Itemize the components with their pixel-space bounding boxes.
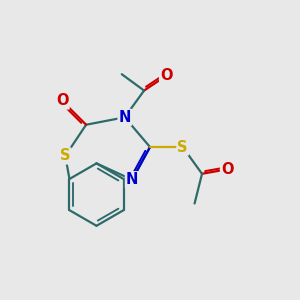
Text: O: O — [221, 162, 233, 177]
Text: O: O — [56, 94, 69, 109]
Text: N: N — [118, 110, 131, 125]
Text: O: O — [160, 68, 172, 83]
Text: N: N — [126, 172, 138, 187]
Text: S: S — [60, 148, 70, 164]
Text: S: S — [177, 140, 188, 154]
